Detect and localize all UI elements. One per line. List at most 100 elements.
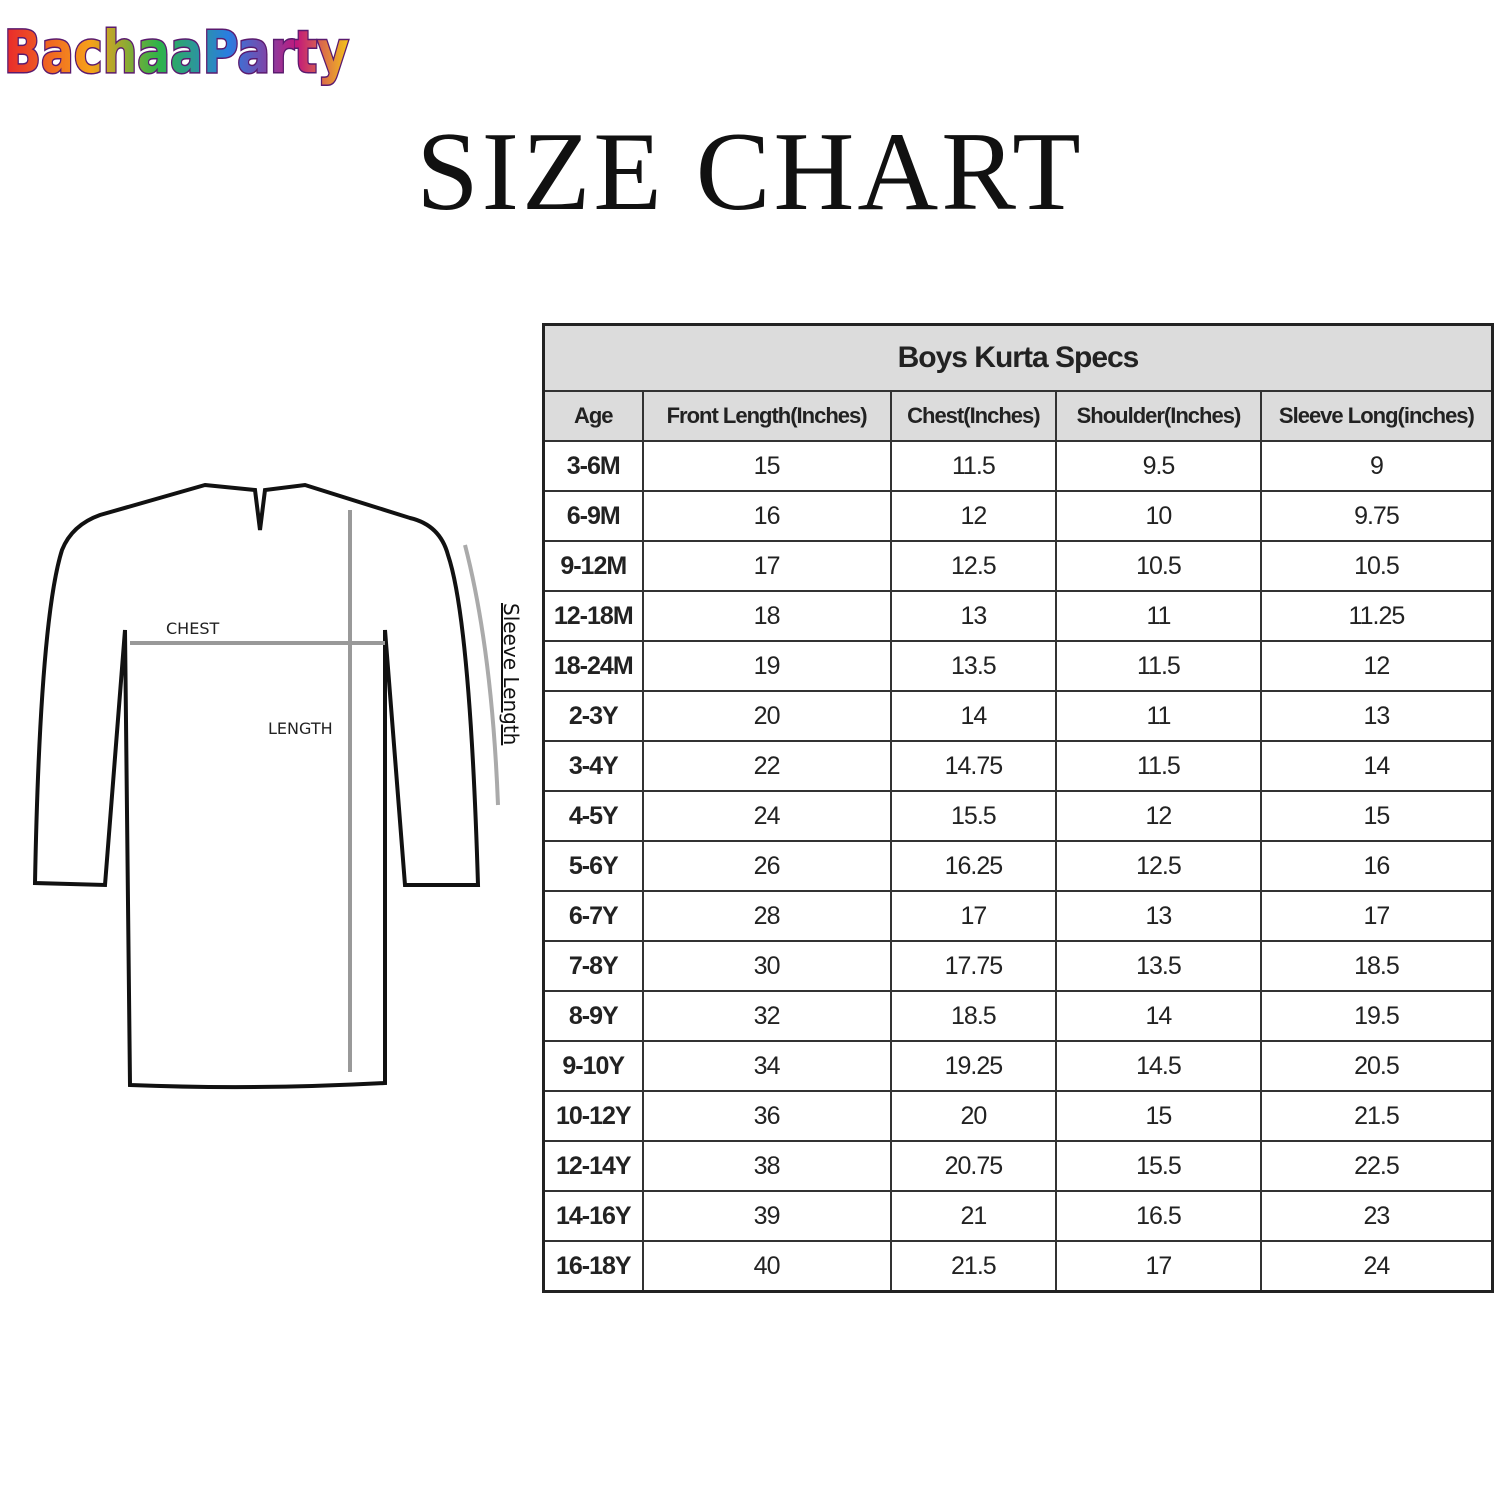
value-cell: 11 bbox=[1055, 690, 1262, 742]
column-header: Sleeve Long(inches) bbox=[1259, 390, 1494, 442]
sleeve-label: Sleeve Length bbox=[499, 603, 523, 745]
value-cell: 40 bbox=[641, 1240, 892, 1293]
value-cell: 18 bbox=[641, 590, 892, 642]
value-cell: 17 bbox=[889, 890, 1058, 942]
age-cell: 8-9Y bbox=[542, 990, 644, 1042]
value-cell: 26 bbox=[641, 840, 892, 892]
value-cell: 13.5 bbox=[1055, 940, 1262, 992]
table-row: 8-9Y 32 18.5 14 19.5 bbox=[542, 990, 1494, 1042]
value-cell: 11.5 bbox=[1055, 640, 1262, 692]
value-cell: 17 bbox=[1055, 1240, 1262, 1293]
value-cell: 39 bbox=[641, 1190, 892, 1242]
value-cell: 24 bbox=[1259, 1240, 1494, 1293]
value-cell: 14.75 bbox=[889, 740, 1058, 792]
value-cell: 19.25 bbox=[889, 1040, 1058, 1092]
value-cell: 10.5 bbox=[1055, 540, 1262, 592]
age-cell: 16-18Y bbox=[542, 1240, 644, 1293]
value-cell: 9 bbox=[1259, 440, 1494, 492]
sleeve-line bbox=[463, 544, 500, 806]
value-cell: 32 bbox=[641, 990, 892, 1042]
header-row: Age Front Length(Inches) Chest(Inches) Shou… bbox=[542, 390, 1494, 442]
table-row: 14-16Y 39 21 16.5 23 bbox=[542, 1190, 1494, 1242]
length-label: LENGTH bbox=[268, 719, 333, 738]
value-cell: 22.5 bbox=[1259, 1140, 1494, 1192]
value-cell: 10.5 bbox=[1259, 540, 1494, 592]
age-cell: 18-24M bbox=[542, 640, 644, 692]
column-header: Shoulder(Inches) bbox=[1055, 390, 1262, 442]
value-cell: 16 bbox=[1259, 840, 1494, 892]
age-cell: 5-6Y bbox=[542, 840, 644, 892]
value-cell: 13.5 bbox=[889, 640, 1058, 692]
value-cell: 17 bbox=[1259, 890, 1494, 942]
age-cell: 6-9M bbox=[542, 490, 644, 542]
table-row: 18-24M 19 13.5 11.5 12 bbox=[542, 640, 1494, 692]
value-cell: 11.5 bbox=[889, 440, 1058, 492]
age-cell: 12-14Y bbox=[542, 1140, 644, 1192]
value-cell: 30 bbox=[641, 940, 892, 992]
table-row: 9-10Y 34 19.25 14.5 20.5 bbox=[542, 1040, 1494, 1092]
value-cell: 20.75 bbox=[889, 1140, 1058, 1192]
value-cell: 34 bbox=[641, 1040, 892, 1092]
value-cell: 16.25 bbox=[889, 840, 1058, 892]
value-cell: 12 bbox=[1055, 790, 1262, 842]
value-cell: 20 bbox=[641, 690, 892, 742]
table-row: 10-12Y 36 20 15 21.5 bbox=[542, 1090, 1494, 1142]
value-cell: 16.5 bbox=[1055, 1190, 1262, 1242]
table-row: 9-12M 17 12.5 10.5 10.5 bbox=[542, 540, 1494, 592]
value-cell: 21.5 bbox=[889, 1240, 1058, 1293]
value-cell: 21.5 bbox=[1259, 1090, 1494, 1142]
value-cell: 15 bbox=[1259, 790, 1494, 842]
value-cell: 18.5 bbox=[1259, 940, 1494, 992]
value-cell: 24 bbox=[641, 790, 892, 842]
table-title: Boys Kurta Specs bbox=[542, 323, 1494, 392]
logo-text: BachaaParty bbox=[4, 18, 349, 86]
age-cell: 2-3Y bbox=[542, 690, 644, 742]
table-row: 7-8Y 30 17.75 13.5 18.5 bbox=[542, 940, 1494, 992]
age-cell: 12-18M bbox=[542, 590, 644, 642]
value-cell: 38 bbox=[641, 1140, 892, 1192]
table-row: 6-9M 16 12 10 9.75 bbox=[542, 490, 1494, 542]
value-cell: 9.75 bbox=[1259, 490, 1494, 542]
table-row: 3-6M 15 11.5 9.5 9 bbox=[542, 440, 1494, 492]
value-cell: 12.5 bbox=[889, 540, 1058, 592]
value-cell: 12 bbox=[889, 490, 1058, 542]
age-cell: 14-16Y bbox=[542, 1190, 644, 1242]
value-cell: 18.5 bbox=[889, 990, 1058, 1042]
value-cell: 20.5 bbox=[1259, 1040, 1494, 1092]
table-row: 12-14Y 38 20.75 15.5 22.5 bbox=[542, 1140, 1494, 1192]
size-table: Boys Kurta Specs Age Front Length(Inches)… bbox=[542, 323, 1494, 1293]
page-title: SIZE CHART bbox=[416, 110, 1084, 234]
age-cell: 4-5Y bbox=[542, 790, 644, 842]
value-cell: 12 bbox=[1259, 640, 1494, 692]
value-cell: 10 bbox=[1055, 490, 1262, 542]
age-cell: 6-7Y bbox=[542, 890, 644, 942]
age-cell: 3-6M bbox=[542, 440, 644, 492]
value-cell: 16 bbox=[641, 490, 892, 542]
value-cell: 14.5 bbox=[1055, 1040, 1262, 1092]
value-cell: 14 bbox=[1259, 740, 1494, 792]
table-row: 2-3Y 20 14 11 13 bbox=[542, 690, 1494, 742]
value-cell: 20 bbox=[889, 1090, 1058, 1142]
column-header: Age bbox=[542, 390, 644, 442]
value-cell: 14 bbox=[889, 690, 1058, 742]
table-row: 16-18Y 40 21.5 17 24 bbox=[542, 1240, 1494, 1293]
value-cell: 12.5 bbox=[1055, 840, 1262, 892]
kurta-outline bbox=[32, 482, 481, 1090]
value-cell: 15 bbox=[641, 440, 892, 492]
column-header: Front Length(Inches) bbox=[641, 390, 892, 442]
value-cell: 13 bbox=[1055, 890, 1262, 942]
table-row: 5-6Y 26 16.25 12.5 16 bbox=[542, 840, 1494, 892]
value-cell: 15 bbox=[1055, 1090, 1262, 1142]
column-header: Chest(Inches) bbox=[889, 390, 1058, 442]
value-cell: 13 bbox=[889, 590, 1058, 642]
value-cell: 21 bbox=[889, 1190, 1058, 1242]
chest-label: CHEST bbox=[166, 619, 219, 638]
kurta-diagram: CHEST LENGTH Sleeve Length bbox=[32, 482, 523, 1090]
value-cell: 11.5 bbox=[1055, 740, 1262, 792]
table-row: 12-18M 18 13 11 11.25 bbox=[542, 590, 1494, 642]
age-cell: 10-12Y bbox=[542, 1090, 644, 1142]
value-cell: 28 bbox=[641, 890, 892, 942]
value-cell: 13 bbox=[1259, 690, 1494, 742]
logo: BachaaParty bbox=[3, 17, 351, 88]
